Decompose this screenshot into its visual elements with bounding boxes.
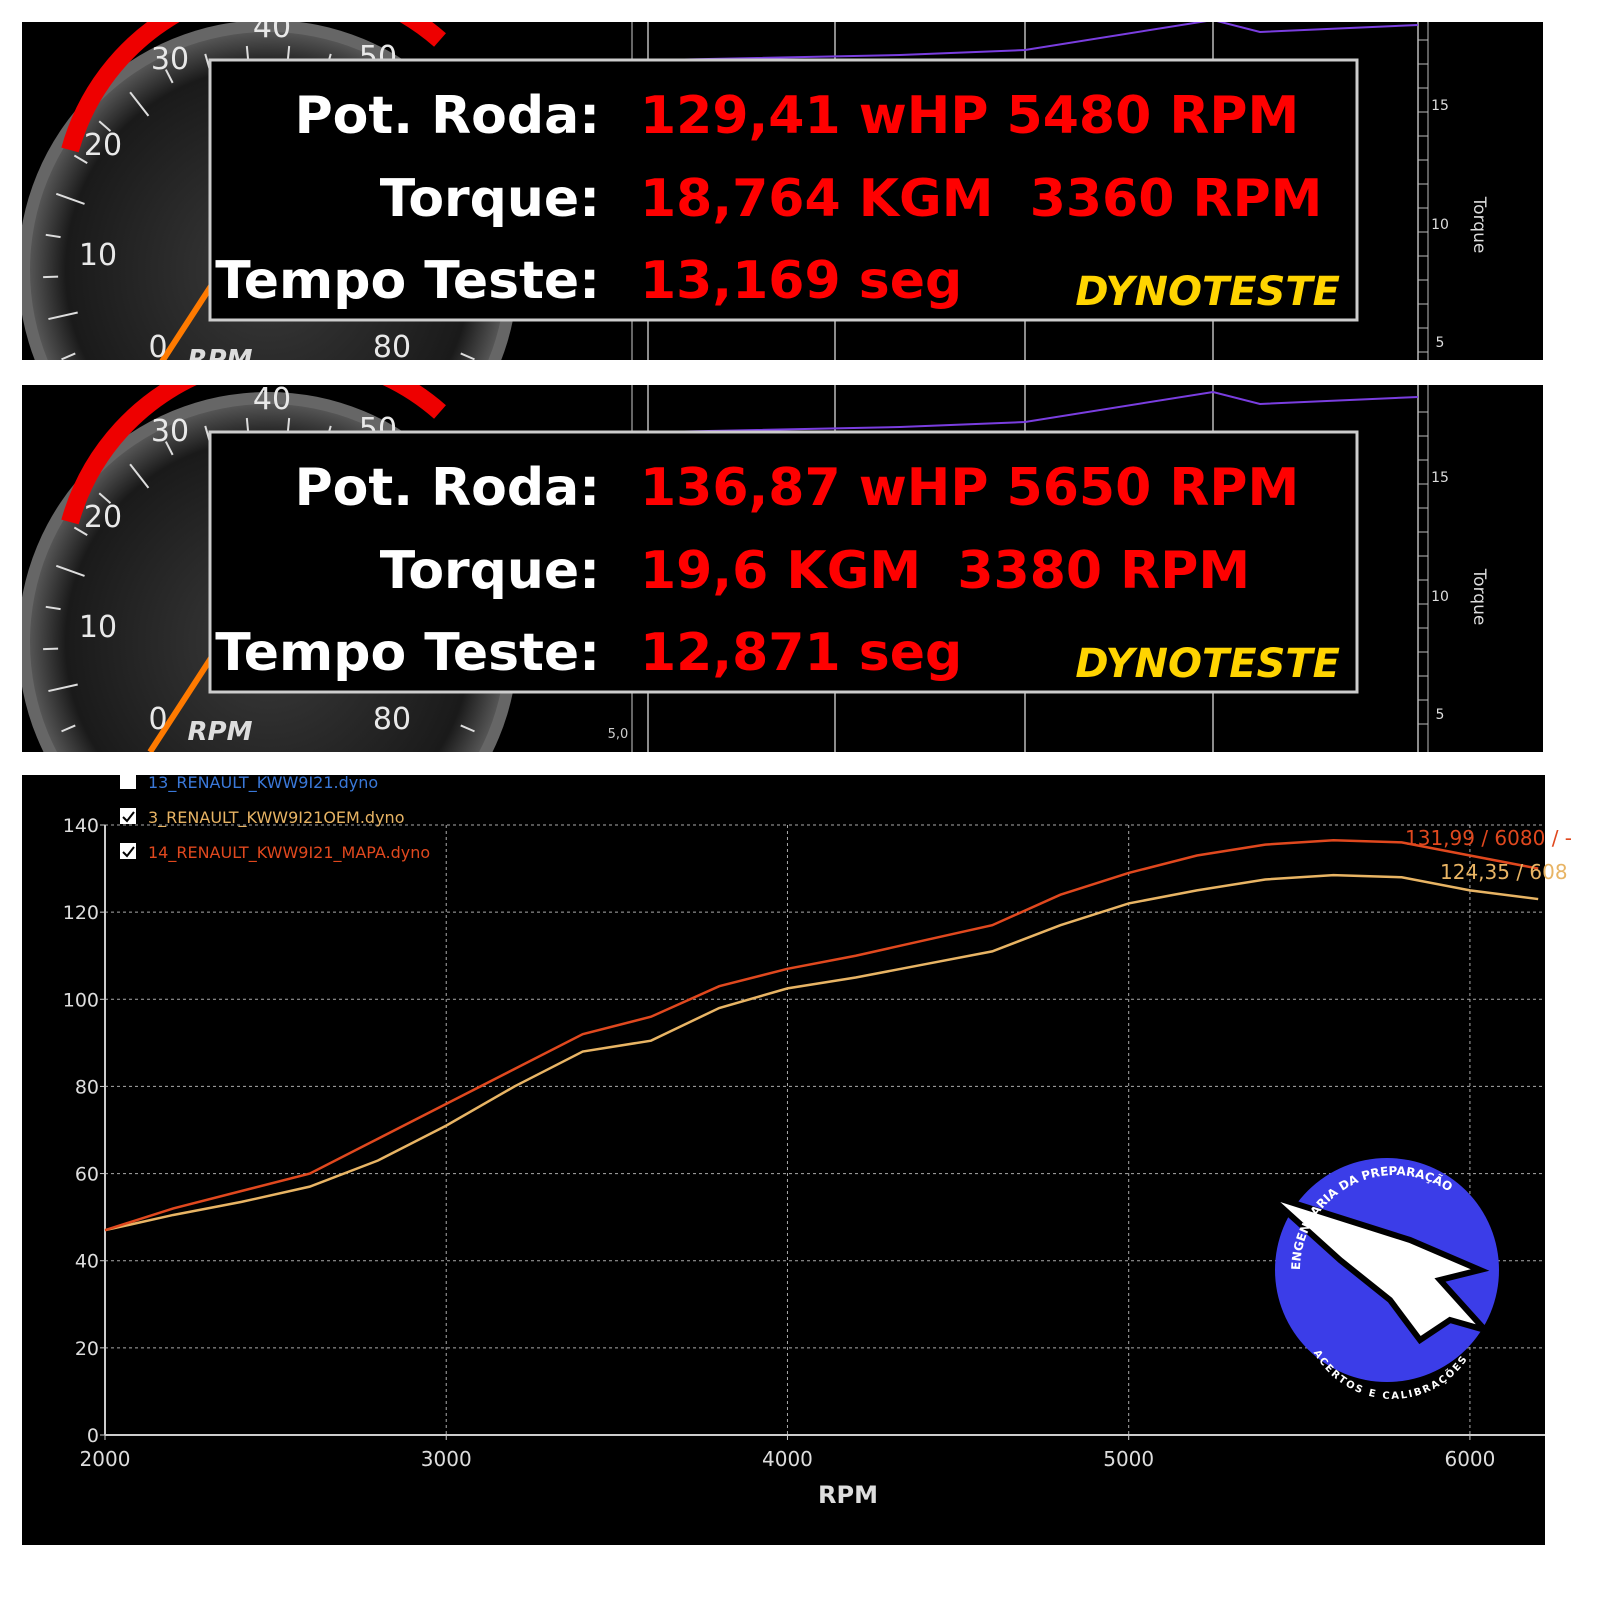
info-value: 13,169 seg <box>640 251 962 311</box>
bg-curve <box>659 22 1419 61</box>
axis-title: Torque <box>1469 568 1489 626</box>
gauge-tick <box>55 192 85 205</box>
gauge-tick <box>164 69 174 84</box>
gauge-label: 0 <box>148 330 167 365</box>
x-tick-label: 3000 <box>421 1447 472 1471</box>
gauge-label: 20 <box>84 128 122 163</box>
gauge-tick <box>73 154 88 164</box>
info-label: Tempo Teste: <box>215 623 600 683</box>
legend-check <box>122 846 135 858</box>
x-tick-label: 6000 <box>1444 1447 1495 1471</box>
legend-check <box>122 811 135 823</box>
y-tick-label: 80 <box>75 1076 99 1098</box>
info-value: 136,87 wHP 5650 RPM <box>640 458 1299 518</box>
gauge-tick <box>164 441 174 456</box>
gauge-tick <box>45 233 61 239</box>
bg-curve <box>659 390 1419 433</box>
axis-title: Torque <box>1469 196 1489 254</box>
gauge-needle <box>147 650 218 752</box>
gauge-label: 80 <box>373 702 411 737</box>
gauge-tick <box>98 492 112 504</box>
axis-tick-label: 15 <box>1431 470 1449 486</box>
gauge-redline <box>61 385 446 525</box>
y-tick-label: 40 <box>75 1251 99 1273</box>
gauge-tick <box>61 352 76 360</box>
series-line <box>104 838 1539 1232</box>
legend-label: 13_RENAULT_KWW9I21.dyno <box>148 773 378 793</box>
axis-tick-label: 5 <box>1436 707 1445 723</box>
gauge-redline <box>61 22 446 153</box>
y-tick-label: 20 <box>75 1338 99 1360</box>
gauge-label: 40 <box>253 382 291 417</box>
gauge-label: 40 <box>253 10 291 45</box>
info-value: 12,871 seg <box>640 623 962 683</box>
gauge-label: 30 <box>151 414 189 449</box>
legend-checkbox[interactable] <box>120 773 136 789</box>
gauge-tick <box>45 605 61 611</box>
gauge-label: 30 <box>151 42 189 77</box>
info-label: Pot. Roda: <box>295 458 600 518</box>
x-tick-label: 4000 <box>762 1447 813 1471</box>
gauge-tick <box>55 564 85 577</box>
gauge-tick <box>286 45 291 62</box>
scale-label: 5,0 <box>608 727 629 742</box>
info-label: Tempo Teste: <box>215 251 600 311</box>
gauge-tick <box>48 311 78 321</box>
gauge-tick <box>48 683 78 693</box>
y-tick-label: 120 <box>63 902 99 924</box>
info-label: Torque: <box>380 169 600 229</box>
x-tick-label: 2000 <box>80 1447 131 1471</box>
gauge-tick <box>73 526 88 536</box>
axis-tick-label: 10 <box>1431 589 1449 605</box>
info-label: Pot. Roda: <box>295 86 600 146</box>
brand: DYNOTESTE <box>1075 269 1340 315</box>
annotation: 131,99 / 6080 / - <box>1405 826 1572 850</box>
gauge-unit: RPM <box>188 345 253 375</box>
gauge-tick <box>129 463 150 489</box>
gauge-label: 10 <box>79 610 117 645</box>
info-box <box>208 58 1359 322</box>
gauge-tick <box>129 91 150 117</box>
y-tick-label: 100 <box>63 989 99 1011</box>
gauge-needle <box>159 278 218 360</box>
chart-bg <box>22 775 1545 1545</box>
x-axis-title: RPM <box>818 1481 878 1509</box>
gauge-tick <box>61 724 76 733</box>
legend-label: 14_RENAULT_KWW9I21_MAPA.dyno <box>148 843 430 863</box>
gauge-tick <box>460 352 475 360</box>
y-tick-label: 140 <box>63 815 99 837</box>
brand: DYNOTESTE <box>1075 641 1340 687</box>
x-tick-label: 5000 <box>1103 1447 1154 1471</box>
series-line <box>104 873 1539 1232</box>
gauge-label: 10 <box>79 238 117 273</box>
legend-checkbox[interactable] <box>120 843 136 859</box>
y-tick-label: 0 <box>87 1425 99 1447</box>
info-label: Torque: <box>380 541 600 601</box>
annotation: 124,35 / 608 <box>1440 860 1568 884</box>
logo-rocket <box>1265 1192 1495 1345</box>
gauge-unit: RPM <box>188 717 253 747</box>
gauge-label: 80 <box>373 330 411 365</box>
info-box <box>208 430 1359 694</box>
legend-checkbox[interactable] <box>120 808 136 824</box>
axis-tick-label: 10 <box>1431 217 1449 233</box>
gauge-tick <box>460 724 475 733</box>
info-value: 19,6 KGM 3380 RPM <box>640 541 1250 601</box>
info-value: 18,764 KGM 3360 RPM <box>640 169 1322 229</box>
gauge-label: 0 <box>148 702 167 737</box>
legend-label: 3_RENAULT_KWW9I21OEM.dyno <box>148 808 404 828</box>
axis-tick-label: 15 <box>1431 98 1449 114</box>
gauge-tick <box>82 760 94 768</box>
gauge-tick <box>286 417 291 434</box>
gauge-tick <box>98 120 112 132</box>
gauge-label: 20 <box>84 500 122 535</box>
axis-tick-label: 5 <box>1436 335 1445 351</box>
y-tick-label: 60 <box>75 1164 99 1186</box>
info-value: 129,41 wHP 5480 RPM <box>640 86 1299 146</box>
